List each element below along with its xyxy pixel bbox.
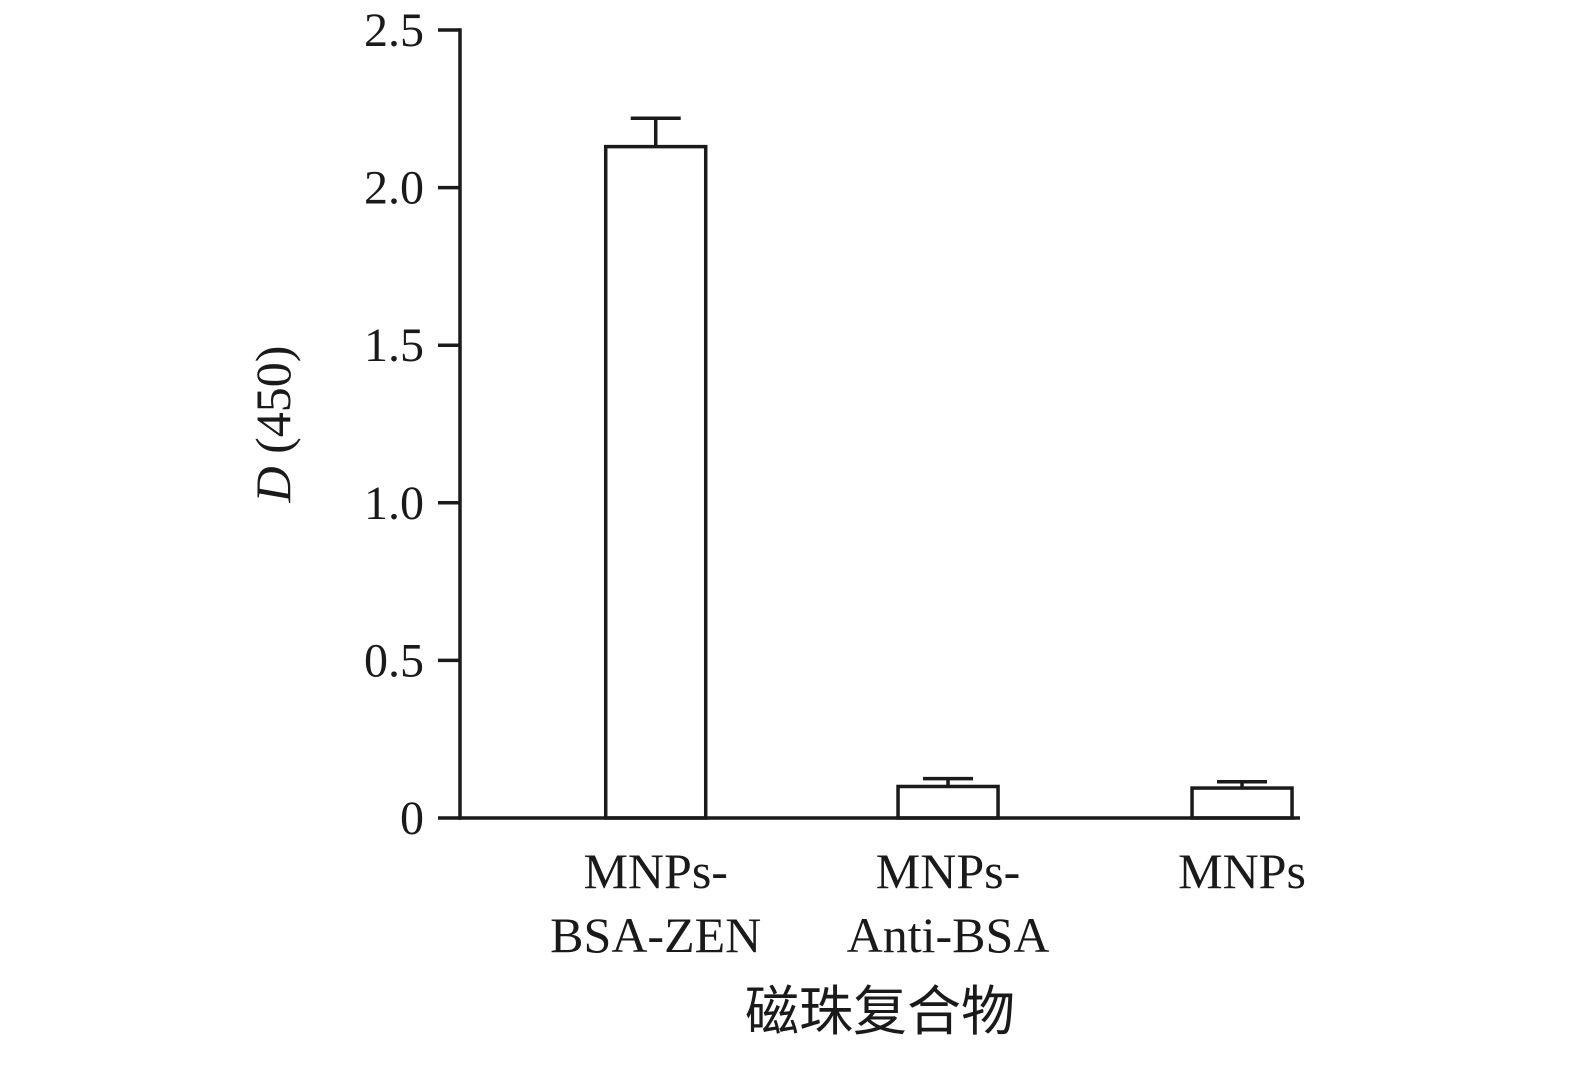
- bar-0: [603, 144, 708, 820]
- x-category-label-1-line-1: Anti-BSA: [847, 907, 1050, 963]
- y-tick-label-0: 0: [400, 792, 424, 845]
- y-tick-label-3: 1.5: [364, 319, 424, 372]
- bar-1: [896, 784, 1000, 820]
- x-category-label-1-line-0: MNPs-: [876, 843, 1020, 899]
- x-category-label-0-line-1: BSA-ZEN: [550, 907, 761, 963]
- y-tick-label-5: 2.5: [364, 4, 424, 57]
- x-category-label-0-line-0: MNPs-: [583, 843, 727, 899]
- y-axis-title-variable: D: [245, 466, 301, 503]
- x-category-label-2-line-0: MNPs: [1178, 843, 1306, 899]
- bar-2: [1190, 786, 1294, 820]
- y-tick-label-1: 0.5: [364, 634, 424, 687]
- y-axis-title: D (450): [245, 346, 301, 504]
- y-axis-title-rest: (450): [245, 346, 301, 467]
- y-tick-label-2: 1.0: [364, 477, 424, 530]
- x-axis-title: 磁珠复合物: [745, 982, 1015, 1042]
- y-tick-label-4: 2.0: [364, 162, 424, 215]
